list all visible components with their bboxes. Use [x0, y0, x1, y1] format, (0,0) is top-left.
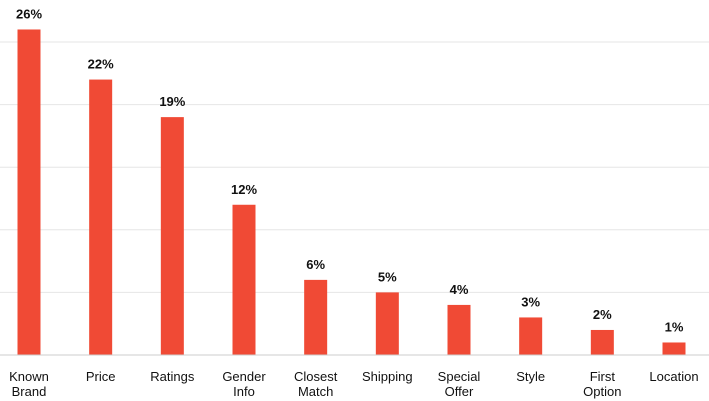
value-label: 1%: [665, 319, 684, 334]
category-label: First Option: [583, 369, 621, 399]
category-label: Location: [649, 369, 698, 384]
gridlines: [0, 41, 709, 293]
category-label: Style: [516, 369, 545, 384]
value-label: 4%: [450, 282, 469, 297]
bar: [232, 204, 256, 355]
bar: [304, 279, 328, 355]
value-label: 19%: [159, 94, 185, 109]
value-label: 2%: [593, 307, 612, 322]
value-label: 22%: [88, 57, 114, 72]
category-label: Known Brand: [9, 369, 49, 399]
bar: [662, 342, 686, 355]
bar: [447, 304, 471, 355]
category-label: Ratings: [150, 369, 195, 384]
value-label: 6%: [306, 257, 325, 272]
value-label: 12%: [231, 182, 257, 197]
category-label: Shipping: [362, 369, 413, 384]
value-label: 3%: [521, 294, 540, 309]
bars: [17, 29, 686, 356]
category-label: Closest Match: [294, 369, 338, 399]
bar: [160, 117, 184, 356]
category-label: Price: [86, 369, 116, 384]
category-labels: Known Brand Price Ratings Gender Info Closest M…: [9, 369, 698, 399]
bar: [89, 79, 113, 355]
bar: [590, 329, 614, 355]
category-label: Special Offer: [438, 369, 481, 399]
category-label: Gender Info: [222, 369, 266, 399]
bar: [375, 292, 399, 355]
bar: [519, 317, 543, 355]
value-label: 5%: [378, 269, 397, 284]
bar: [17, 29, 41, 355]
value-labels: 26% 22% 19% 12% 6% 5% 4% 3% 2% 1%: [16, 6, 684, 334]
value-label: 26%: [16, 6, 42, 21]
